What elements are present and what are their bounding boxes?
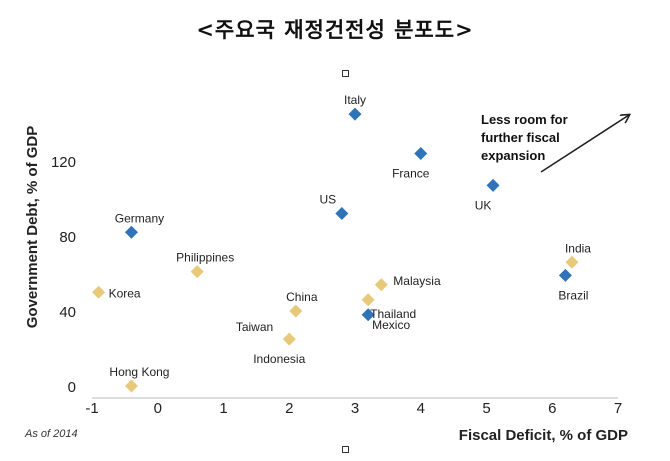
point-label-uk: UK bbox=[475, 198, 492, 212]
point-france bbox=[414, 147, 428, 160]
annotation-arrow bbox=[540, 115, 629, 173]
point-indonesia bbox=[282, 332, 296, 346]
point-label-china: China bbox=[286, 290, 318, 304]
point-label-india: India bbox=[565, 241, 591, 255]
annotation: Less room for further fiscal expansion bbox=[481, 112, 629, 173]
point-label-thailand: Thailand bbox=[370, 307, 416, 321]
x-tick-label: 6 bbox=[548, 400, 556, 417]
point-label-indonesia: Indonesia bbox=[253, 352, 305, 366]
y-tick-label: 40 bbox=[59, 304, 76, 321]
x-tick-label: 1 bbox=[219, 400, 227, 417]
point-label-hong-kong: Hong Kong bbox=[109, 365, 169, 379]
y-tick-label: 80 bbox=[59, 229, 76, 246]
y-tick-label: 0 bbox=[68, 379, 76, 396]
point-germany bbox=[124, 225, 138, 239]
annotation-line-3: expansion bbox=[481, 148, 545, 163]
x-tick-label: 4 bbox=[417, 400, 425, 417]
y-tick-label: 120 bbox=[51, 154, 76, 171]
x-tick-label: 2 bbox=[285, 400, 293, 417]
point-label-mexico: Mexico bbox=[372, 318, 410, 332]
x-tick-label: -1 bbox=[85, 400, 98, 417]
point-india bbox=[565, 255, 579, 269]
point-label-italy: Italy bbox=[344, 93, 366, 107]
point-label-germany: Germany bbox=[115, 211, 164, 225]
y-axis-title: Government Debt, % of GDP bbox=[24, 126, 41, 329]
point-brazil bbox=[558, 268, 572, 282]
top-selection-marker bbox=[342, 70, 349, 77]
point-malaysia bbox=[374, 278, 388, 292]
x-tick-label: 5 bbox=[482, 400, 490, 417]
x-tick-label: 3 bbox=[351, 400, 359, 417]
annotation-line-1: Less room for bbox=[481, 112, 568, 127]
point-italy bbox=[348, 107, 362, 121]
point-label-france: France bbox=[392, 167, 430, 181]
point-hong-kong bbox=[124, 379, 138, 393]
point-philippines bbox=[190, 265, 204, 279]
annotation-line-2: further fiscal bbox=[481, 130, 560, 145]
point-label-taiwan: Taiwan bbox=[236, 320, 273, 334]
point-label-brazil: Brazil bbox=[558, 288, 588, 302]
point-label-malaysia: Malaysia bbox=[393, 274, 441, 288]
point-label-korea: Korea bbox=[109, 286, 141, 300]
chart-title: <주요국 재정건전성 분포도> bbox=[196, 17, 474, 42]
footnote: As of 2014 bbox=[24, 428, 78, 440]
point-china bbox=[289, 304, 303, 318]
point-us bbox=[335, 207, 349, 220]
x-axis-title: Fiscal Deficit, % of GDP bbox=[459, 427, 628, 444]
point-thailand bbox=[361, 293, 375, 307]
bottom-selection-marker bbox=[342, 446, 349, 453]
point-label-us: US bbox=[320, 193, 337, 207]
x-tick-label: 7 bbox=[614, 400, 622, 417]
point-uk bbox=[486, 178, 500, 192]
point-label-philippines: Philippines bbox=[176, 251, 234, 265]
x-tick-label: 0 bbox=[154, 400, 162, 417]
point-korea bbox=[92, 285, 106, 299]
point-mexico bbox=[361, 308, 375, 322]
